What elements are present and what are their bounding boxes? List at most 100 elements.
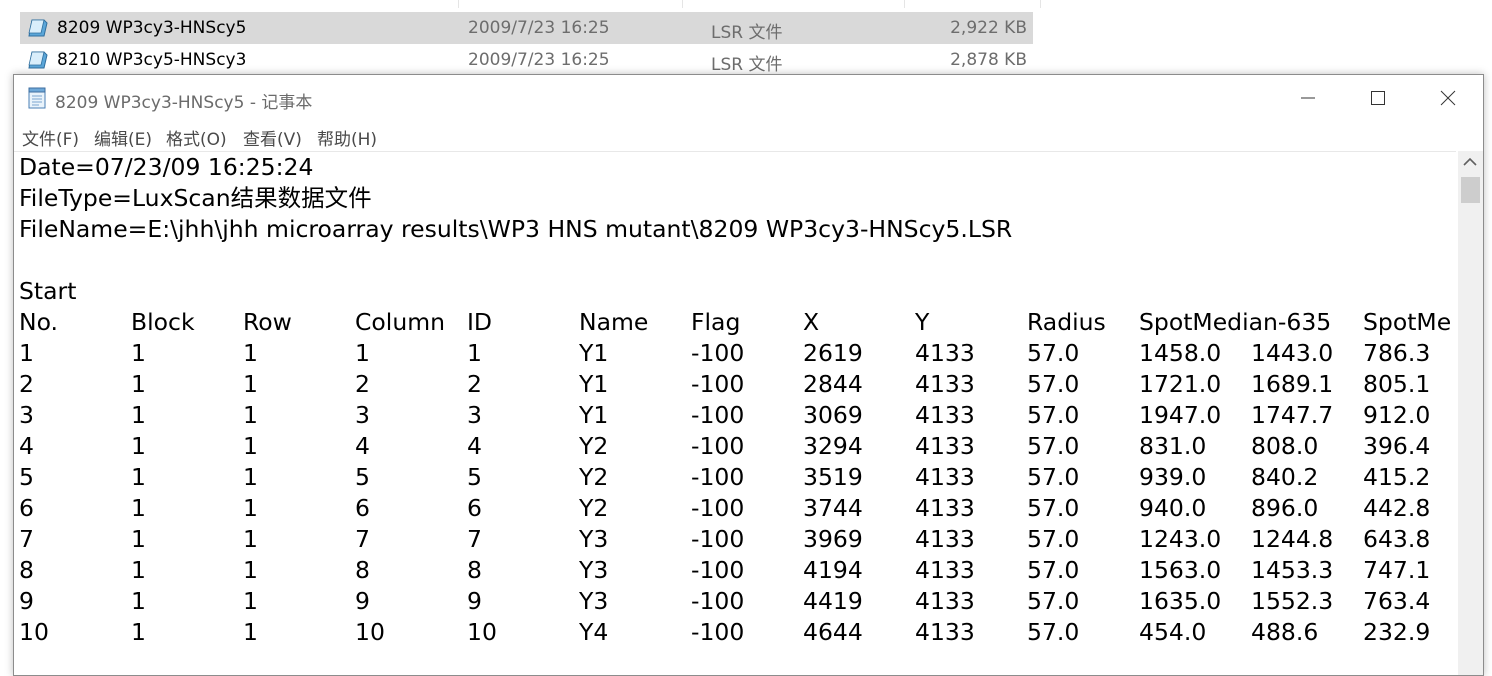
file-row[interactable]: 8209 WP3cy3-HNScy5 2009/7/23 16:25 LSR 文… [20, 12, 1033, 44]
table-cell: Y4 [579, 618, 609, 646]
table-cell: 3 [467, 401, 482, 429]
table-cell: 3069 [803, 401, 863, 429]
table-cell: 7 [355, 525, 370, 553]
table-cell: Y2 [579, 463, 609, 491]
table-cell: 6 [19, 494, 34, 522]
table-cell: 808.0 [1251, 432, 1319, 460]
scroll-up-icon[interactable] [1463, 157, 1477, 167]
table-cell: 2 [467, 370, 482, 398]
table-row: 8 1 1 8 8 Y3 -100 4194 4133 57.0 1563.0 1453.3 747.1 [19, 555, 1456, 586]
table-cell: 912.0 [1363, 401, 1431, 429]
menu-format[interactable]: 格式(O) [166, 130, 227, 150]
minimize-button[interactable] [1273, 75, 1343, 121]
file-type: LSR 文件 [711, 55, 783, 75]
table-cell: 8 [19, 556, 34, 584]
header-line: FileName=E:\jhh\jhh microarray results\W… [19, 215, 1013, 243]
file-size: 2,922 KB [950, 18, 1027, 38]
table-cell: 1244.8 [1251, 525, 1334, 553]
table-cell: 1 [131, 339, 146, 367]
maximize-button[interactable] [1343, 75, 1413, 121]
header-line: FileType=LuxScan结果数据文件 [19, 184, 372, 212]
table-cell: 4133 [915, 463, 975, 491]
table-row: 10 1 1 10 10 Y4 -100 4644 4133 57.0 454.0 488.6 232.… [19, 617, 1456, 648]
table-cell: 10 [467, 618, 497, 646]
table-cell: 940.0 [1139, 494, 1207, 522]
table-cell: 3969 [803, 525, 863, 553]
table-cell: 1 [243, 525, 258, 553]
table-cell: 1 [243, 401, 258, 429]
column-header: ID [467, 308, 493, 336]
table-cell: Y2 [579, 432, 609, 460]
table-cell: 4 [467, 432, 482, 460]
table-cell: 396.4 [1363, 432, 1431, 460]
table-cell: 1 [131, 494, 146, 522]
file-size: 2,878 KB [950, 50, 1027, 70]
table-cell: 9 [19, 587, 34, 615]
table-cell: 1 [355, 339, 370, 367]
close-button[interactable] [1413, 75, 1483, 121]
table-cell: 4133 [915, 494, 975, 522]
column-header: SpotMedian-635 [1139, 308, 1332, 336]
column-divider [904, 0, 905, 8]
table-cell: 57.0 [1027, 525, 1080, 553]
column-header: SpotMe [1363, 308, 1452, 336]
table-cell: 9 [467, 587, 482, 615]
table-cell: 8 [467, 556, 482, 584]
table-cell: -100 [691, 587, 745, 615]
vertical-scrollbar[interactable] [1458, 151, 1483, 675]
table-cell: 3 [355, 401, 370, 429]
file-type: LSR 文件 [711, 23, 783, 43]
table-cell: 1635.0 [1139, 587, 1222, 615]
table-cell: 4644 [803, 618, 863, 646]
table-cell: 9 [355, 587, 370, 615]
table-cell: 805.1 [1363, 370, 1431, 398]
table-cell: 5 [467, 463, 482, 491]
table-cell: 1 [243, 463, 258, 491]
table-cell: 488.6 [1251, 618, 1319, 646]
table-cell: Y1 [579, 339, 609, 367]
table-row: 6 1 1 6 6 Y2 -100 3744 4133 57.0 940.0 896.0 442.8 [19, 493, 1456, 524]
table-cell: -100 [691, 618, 745, 646]
file-row[interactable]: 8210 WP3cy5-HNScy3 2009/7/23 16:25 LSR 文… [20, 44, 1033, 76]
table-cell: 831.0 [1139, 432, 1207, 460]
table-cell: 4194 [803, 556, 863, 584]
table-cell: 2 [19, 370, 34, 398]
table-row: 1 1 1 1 1 Y1 -100 2619 4133 57.0 1458.0 1443.0 786.3 [19, 338, 1456, 369]
scroll-thumb[interactable] [1461, 177, 1480, 203]
column-header: Flag [691, 308, 741, 336]
column-header: Row [243, 308, 292, 336]
column-divider [458, 0, 459, 8]
table-cell: 1 [131, 463, 146, 491]
table-cell: 4133 [915, 587, 975, 615]
column-header: X [803, 308, 820, 336]
text-editor[interactable]: Date=07/23/09 16:25:24 FileType=LuxScan结… [14, 151, 1456, 676]
title-bar[interactable]: 8209 WP3cy3-HNScy5 - 记事本 [14, 75, 1483, 121]
table-cell: -100 [691, 339, 745, 367]
table-cell: 1563.0 [1139, 556, 1222, 584]
window-title: 8209 WP3cy3-HNScy5 - 记事本 [55, 93, 313, 113]
column-header: No. [19, 308, 59, 336]
table-cell: Y2 [579, 494, 609, 522]
table-cell: 232.9 [1363, 618, 1431, 646]
file-name: 8209 WP3cy3-HNScy5 [57, 18, 247, 38]
notepad-icon [26, 87, 48, 109]
table-cell: 1 [243, 494, 258, 522]
table-cell: 7 [467, 525, 482, 553]
table-cell: -100 [691, 556, 745, 584]
table-cell: 2844 [803, 370, 863, 398]
column-header: Y [915, 308, 930, 336]
table-cell: 57.0 [1027, 339, 1080, 367]
table-cell: 763.4 [1363, 587, 1431, 615]
menu-view[interactable]: 查看(V) [243, 130, 302, 150]
table-cell: -100 [691, 370, 745, 398]
table-cell: 7 [19, 525, 34, 553]
menu-help[interactable]: 帮助(H) [317, 130, 378, 150]
menu-file[interactable]: 文件(F) [22, 130, 80, 150]
table-cell: 57.0 [1027, 587, 1080, 615]
table-cell: 1 [243, 618, 258, 646]
table-cell: 4133 [915, 556, 975, 584]
menu-edit[interactable]: 编辑(E) [94, 130, 153, 150]
file-icon [28, 51, 48, 69]
header-line: Start [19, 277, 77, 305]
table-cell: 10 [19, 618, 49, 646]
